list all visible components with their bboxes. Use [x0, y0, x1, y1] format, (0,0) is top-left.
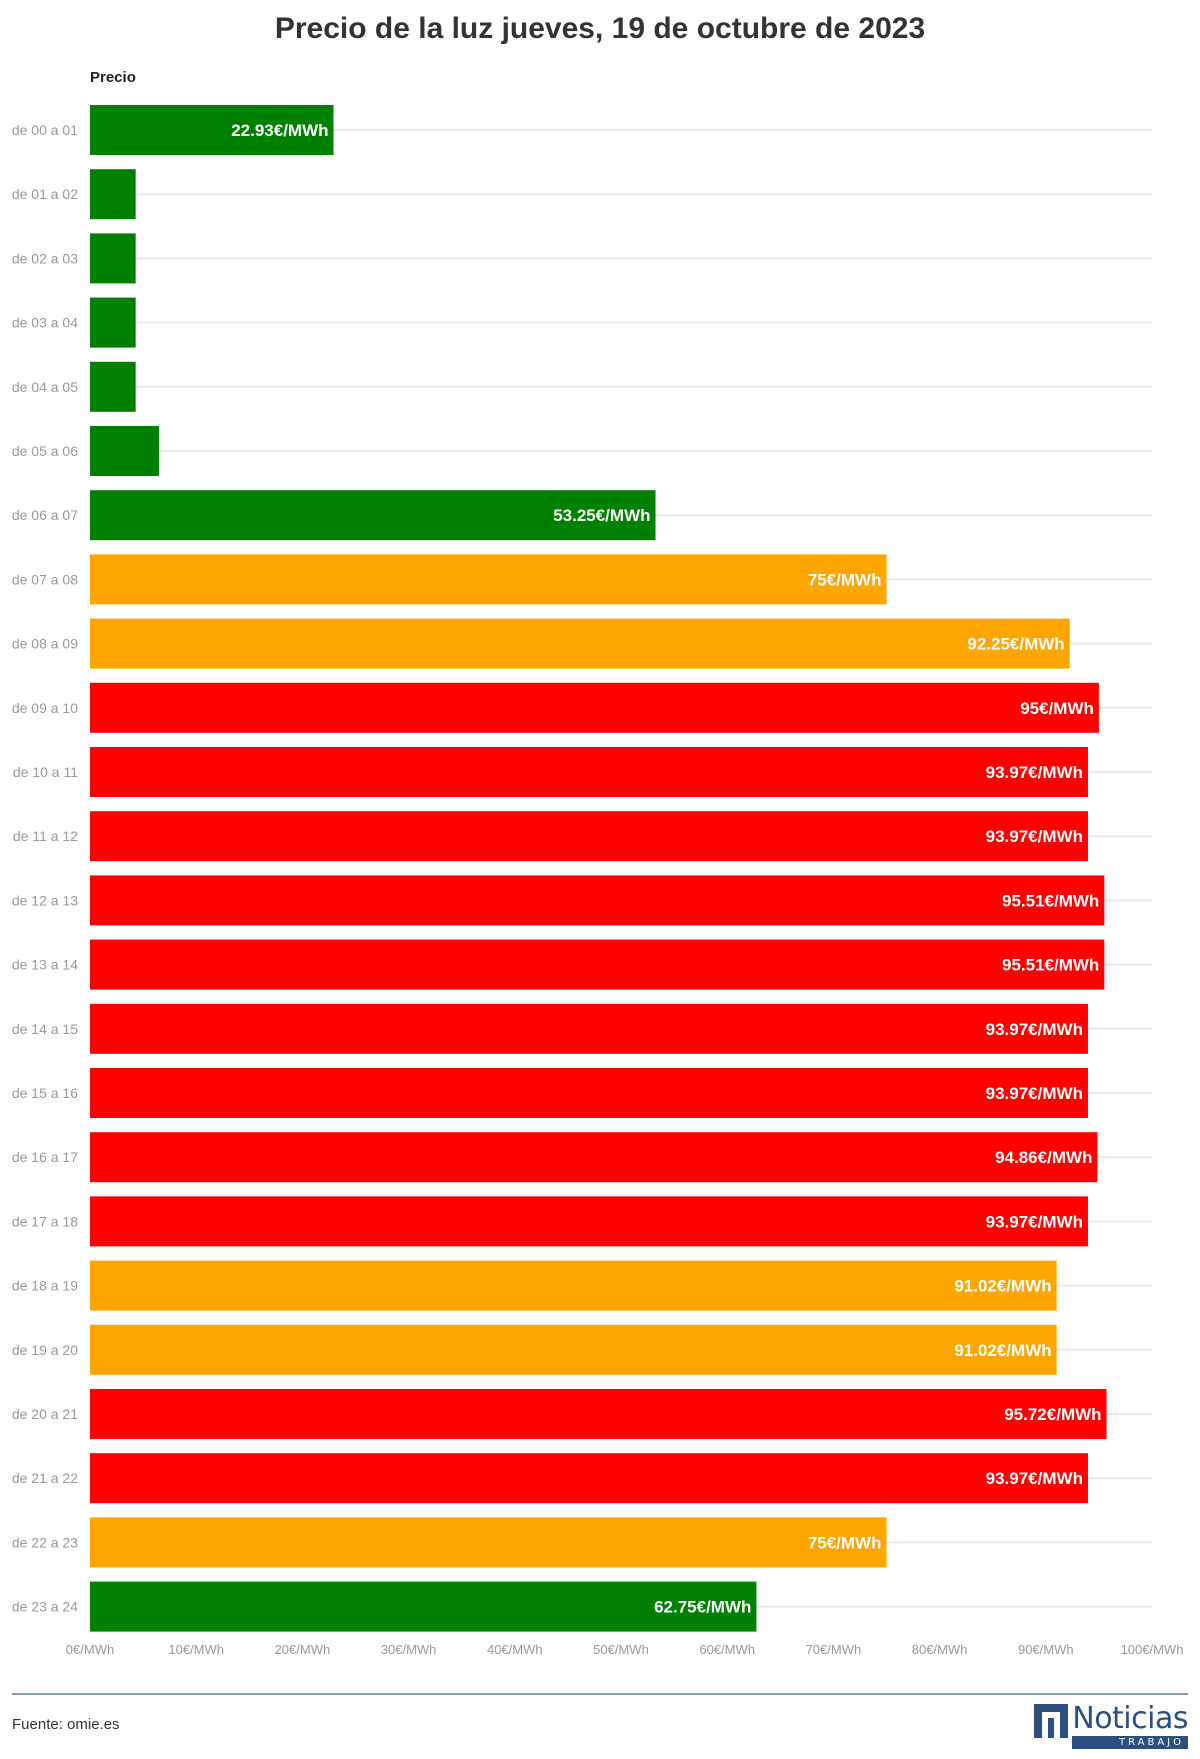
category-label: de 16 a 17	[12, 1149, 78, 1165]
category-label: de 01 a 02	[12, 186, 78, 202]
data-label: 75€/MWh	[808, 570, 882, 589]
data-label: 53.25€/MWh	[553, 506, 650, 525]
x-tick-label: 30€/MWh	[381, 1642, 437, 1657]
bar	[90, 297, 136, 348]
data-label: 94.86€/MWh	[995, 1148, 1092, 1167]
bar	[90, 747, 1088, 797]
category-label: de 17 a 18	[12, 1213, 78, 1229]
source-note: Fuente: omie.es	[12, 1716, 120, 1733]
bar	[90, 1068, 1088, 1118]
bar	[90, 1389, 1107, 1439]
logo-icon	[1034, 1704, 1069, 1738]
data-label: 91.02€/MWh	[954, 1341, 1051, 1360]
data-label: 93.97€/MWh	[986, 763, 1083, 782]
category-label: de 04 a 05	[12, 379, 78, 395]
bar	[90, 939, 1105, 990]
x-tick-label: 80€/MWh	[912, 1642, 968, 1657]
category-label: de 20 a 21	[12, 1406, 78, 1422]
bar	[90, 1324, 1057, 1375]
category-label: de 06 a 07	[12, 507, 78, 523]
category-label: de 02 a 03	[12, 250, 78, 266]
bar	[90, 618, 1070, 669]
series-label: Precio	[90, 69, 136, 86]
category-label: de 05 a 06	[12, 443, 78, 459]
data-label: 95.72€/MWh	[1004, 1405, 1101, 1424]
footer-divider	[12, 1693, 1188, 1695]
bar	[90, 1003, 1088, 1054]
data-label: 93.97€/MWh	[986, 827, 1083, 846]
bar	[90, 490, 656, 541]
x-tick-label: 90€/MWh	[1018, 1642, 1074, 1657]
data-label: 95€/MWh	[1020, 699, 1094, 718]
data-label: 93.97€/MWh	[986, 1212, 1083, 1231]
category-label: de 21 a 22	[12, 1470, 78, 1486]
bar	[90, 233, 136, 284]
bar	[90, 169, 136, 220]
data-label: 93.97€/MWh	[986, 1469, 1083, 1488]
data-label: 93.97€/MWh	[986, 1084, 1083, 1103]
bar	[90, 1453, 1088, 1504]
data-label: 93.97€/MWh	[986, 1020, 1083, 1039]
category-label: de 10 a 11	[13, 764, 78, 780]
data-label: 92.25€/MWh	[967, 635, 1064, 654]
x-tick-label: 10€/MWh	[168, 1642, 224, 1657]
category-label: de 23 a 24	[12, 1599, 78, 1615]
category-label: de 13 a 14	[12, 957, 78, 973]
data-label: 22.93€/MWh	[231, 121, 328, 140]
data-label: 91.02€/MWh	[954, 1277, 1051, 1296]
data-label: 75€/MWh	[808, 1533, 882, 1552]
category-label: de 14 a 15	[12, 1021, 78, 1037]
data-label: 95.51€/MWh	[1002, 891, 1099, 910]
data-label: 95.51€/MWh	[1002, 956, 1099, 975]
category-label: de 09 a 10	[12, 700, 78, 716]
category-label: de 15 a 16	[12, 1085, 78, 1101]
x-tick-label: 0€/MWh	[66, 1642, 114, 1657]
brand-logo: Noticias TRABAJO	[1034, 1704, 1188, 1749]
x-tick-label: 20€/MWh	[275, 1642, 331, 1657]
bar-chart: de 00 a 01 22.93€/MWh de 01 a 02 de 02 a 03…	[12, 105, 1184, 1657]
logo-subtitle: TRABAJO	[1072, 1736, 1188, 1749]
category-label: de 03 a 04	[12, 315, 78, 331]
data-label: 62.75€/MWh	[654, 1598, 751, 1617]
x-tick-label: 50€/MWh	[593, 1642, 649, 1657]
bar	[90, 1132, 1098, 1183]
bar	[90, 426, 160, 476]
category-label: de 18 a 19	[12, 1278, 78, 1294]
category-label: de 00 a 01	[12, 122, 78, 138]
bar	[90, 361, 136, 412]
x-tick-label: 100€/MWh	[1121, 1642, 1184, 1657]
bar	[90, 1260, 1057, 1311]
x-tick-label: 40€/MWh	[487, 1642, 543, 1657]
bar	[90, 875, 1105, 926]
category-label: de 07 a 08	[12, 571, 78, 587]
chart-title: Precio de la luz jueves, 19 de octubre d…	[274, 12, 926, 45]
category-label: de 11 a 12	[13, 828, 78, 844]
bar	[90, 1581, 757, 1632]
bar	[90, 554, 887, 605]
category-label: de 08 a 09	[12, 636, 78, 652]
category-label: de 12 a 13	[12, 892, 78, 908]
logo-word: Noticias	[1072, 1701, 1188, 1736]
x-tick-label: 60€/MWh	[699, 1642, 755, 1657]
bar	[90, 105, 334, 155]
bar	[90, 1517, 887, 1568]
bar	[90, 682, 1099, 733]
category-label: de 22 a 23	[12, 1534, 78, 1550]
category-label: de 19 a 20	[12, 1342, 78, 1358]
x-tick-label: 70€/MWh	[806, 1642, 862, 1657]
bar	[90, 1196, 1088, 1247]
bar	[90, 811, 1088, 862]
